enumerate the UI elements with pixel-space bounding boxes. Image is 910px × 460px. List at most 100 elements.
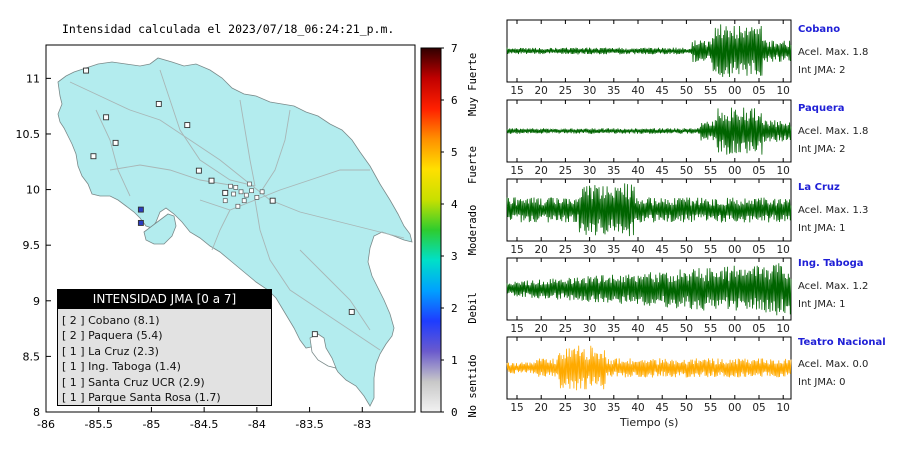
colorbar-category-label: Muy Fuerte (467, 53, 479, 116)
y-tick-label: 11 (26, 72, 40, 85)
station-marker (238, 189, 244, 195)
time-tick-label: 10 (777, 244, 790, 256)
time-tick-label: 45 (656, 244, 669, 256)
time-tick-label: 10 (777, 85, 790, 97)
station-marker (254, 195, 260, 200)
colorbar-tick-label: 3 (451, 250, 458, 263)
station-marker (233, 185, 239, 190)
station-name: Cobano (798, 24, 841, 35)
colorbar-tick-label: 1 (451, 354, 458, 367)
colorbar-category-label: Moderado (467, 205, 479, 256)
legend-item: [ 1 ] Parque Santa Rosa (1.7) (62, 390, 221, 404)
time-tick-label: 20 (535, 323, 548, 335)
legend-list: [ 2 ] Cobano (8.1) [ 2 ] Paquera (5.4) [… (58, 309, 271, 405)
station-marker (241, 198, 247, 204)
time-tick-label: 40 (631, 165, 644, 177)
map-y-axis: 11 10.5 10 9.5 9 8.5 8 (16, 72, 51, 419)
time-tick-label: 15 (510, 402, 523, 414)
x-tick-label: -84.5 (190, 418, 218, 431)
time-tick-label: 40 (631, 402, 644, 414)
time-tick-label: 35 (607, 85, 620, 97)
station-marker (90, 153, 97, 160)
time-tick-label: 10 (777, 402, 790, 414)
waveform-trace (506, 263, 792, 316)
time-tick-label: 10 (777, 323, 790, 335)
time-tick-label: 05 (752, 165, 765, 177)
station-jma: Int JMA: 1 (798, 299, 846, 310)
time-tick-label: 55 (704, 85, 717, 97)
time-tick-label: 35 (607, 244, 620, 256)
time-tick-label: 40 (631, 244, 644, 256)
time-tick-label: 20 (535, 402, 548, 414)
map-land (57, 57, 413, 407)
waveform-trace (506, 345, 792, 391)
station-marker (249, 188, 254, 194)
legend-item: [ 1 ] La Cruz (2.3) (62, 344, 159, 358)
time-tick-label: 45 (656, 165, 669, 177)
time-tick-label: 35 (607, 323, 620, 335)
time-tick-label: 50 (680, 85, 693, 97)
time-tick-label: 55 (704, 402, 717, 414)
y-tick-label: 9 (33, 295, 40, 308)
station-name: Paquera (798, 103, 845, 114)
station-accel: Acel. Max. 1.3 (798, 205, 869, 216)
time-tick-label: 55 (704, 165, 717, 177)
y-tick-label: 8.5 (23, 350, 41, 363)
colorbar-ramp (420, 47, 442, 413)
time-tick-label: 50 (680, 402, 693, 414)
x-tick-label: -85 (142, 418, 160, 431)
station-accel: Acel. Max. 0.0 (798, 359, 869, 370)
waveform-trace (506, 107, 792, 155)
time-tick-label: 55 (704, 323, 717, 335)
time-tick-label: 30 (583, 85, 596, 97)
station-accel: Acel. Max. 1.8 (798, 126, 869, 137)
station-marker (83, 67, 90, 74)
time-tick-label: 15 (510, 165, 523, 177)
time-tick-label: 30 (583, 323, 596, 335)
time-tick-label: 25 (559, 165, 572, 177)
colorbar-category-label: No sentido (467, 354, 479, 417)
map-x-axis: -86 -85.5 -85 -84.5 -84 -83.5 -83 (37, 407, 371, 431)
time-tick-label: 00 (728, 165, 741, 177)
y-tick-label: 10.5 (16, 128, 41, 141)
station-marker (348, 308, 355, 315)
time-tick-label: 35 (607, 165, 620, 177)
x-tick-label: -83.5 (295, 418, 323, 431)
time-tick-label: 50 (680, 165, 693, 177)
time-tick-label: 20 (535, 244, 548, 256)
station-marker (137, 206, 144, 213)
time-tick-label: 00 (728, 85, 741, 97)
station-name: Teatro Nacional (798, 337, 886, 348)
colorbar-category-label: Debil (467, 292, 479, 324)
station-marker (259, 189, 265, 195)
station-marker (208, 177, 215, 184)
intensity-legend: INTENSIDAD JMA [0 a 7] [ 2 ] Cobano (8.1… (57, 289, 272, 406)
colorbar-tick-label: 0 (451, 406, 458, 419)
colorbar: 0 1 2 3 4 5 6 7 No sentido Debil Moderado Fuerte Muy… (420, 42, 479, 419)
station-marker (311, 331, 318, 338)
station-marker (103, 114, 110, 121)
time-tick-label: 30 (583, 165, 596, 177)
station-marker (155, 100, 162, 107)
station-marker (222, 198, 228, 204)
time-tick-label: 35 (607, 402, 620, 414)
legend-item: [ 1 ] Santa Cruz UCR (2.9) (62, 375, 205, 389)
time-tick-label: 25 (559, 323, 572, 335)
time-tick-label: 10 (777, 165, 790, 177)
time-tick-label: 20 (535, 85, 548, 97)
station-accel: Acel. Max. 1.2 (798, 281, 869, 292)
time-tick-label: 50 (680, 244, 693, 256)
y-tick-label: 8 (33, 406, 40, 419)
colorbar-category-label: Fuerte (467, 146, 479, 184)
waveform-trace (506, 183, 792, 237)
time-tick-label: 05 (752, 85, 765, 97)
map-roads (69, 69, 405, 351)
colorbar-tick-label: 6 (451, 94, 458, 107)
time-tick-label: 30 (583, 402, 596, 414)
time-tick-label: 50 (680, 323, 693, 335)
time-tick-label: 55 (704, 244, 717, 256)
time-tick-label: 45 (656, 323, 669, 335)
station-marker (195, 167, 202, 174)
station-marker (247, 181, 252, 187)
